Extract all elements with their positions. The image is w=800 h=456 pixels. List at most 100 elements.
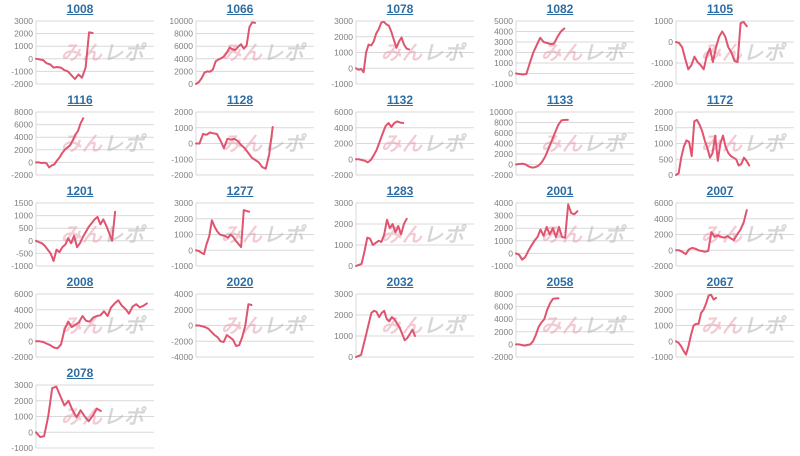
y-tick-label: -1000 bbox=[491, 79, 513, 89]
y-tick-label: -2000 bbox=[11, 352, 33, 362]
series-line bbox=[355, 20, 411, 74]
y-tick-label: 6000 bbox=[334, 107, 353, 117]
y-tick-label: 3000 bbox=[174, 198, 193, 208]
minrepo-watermark: みんレポ bbox=[381, 132, 467, 156]
y-tick-label: 2000 bbox=[174, 305, 193, 315]
y-tick-label: 0 bbox=[508, 160, 513, 170]
y-tick-label: 3000 bbox=[14, 16, 33, 26]
series-line bbox=[195, 303, 253, 347]
chart-cell: 2001 4000 3000 2000 1000 0 -1000 みんレポ bbox=[480, 182, 640, 273]
y-tick-label: 4000 bbox=[494, 314, 513, 324]
series-line bbox=[355, 120, 405, 164]
minrepo-watermark: みんレポ bbox=[61, 405, 147, 429]
chart-link-1066[interactable]: 1066 bbox=[226, 2, 254, 16]
series-line bbox=[35, 385, 102, 438]
series-line bbox=[675, 293, 718, 356]
minrepo-watermark: みんレポ bbox=[221, 223, 307, 247]
y-tick-label: 1000 bbox=[494, 58, 513, 68]
y-tick-label: 0 bbox=[668, 37, 673, 47]
y-tick-label: 6000 bbox=[494, 128, 513, 138]
chart-plot: 4000 3000 2000 1000 0 -1000 みんレポ bbox=[491, 198, 634, 271]
y-tick-label: 2000 bbox=[14, 321, 33, 331]
chart-plot: 6000 4000 2000 0 -2000 みんレポ bbox=[331, 107, 474, 180]
chart-cell: 1008 3000 2000 1000 0 -1000 -2000 みんレポ bbox=[0, 0, 160, 91]
y-tick-label: 500 bbox=[659, 154, 673, 164]
chart-link-1116[interactable]: 1116 bbox=[67, 93, 93, 107]
y-tick-label: 6000 bbox=[14, 120, 33, 130]
y-tick-label: 3000 bbox=[334, 198, 353, 208]
y-tick-label: -1000 bbox=[491, 261, 513, 271]
y-tick-label: 1000 bbox=[654, 16, 673, 26]
series-line bbox=[515, 118, 569, 169]
chart-plot: 6000 4000 2000 0 -2000 みんレポ bbox=[651, 198, 794, 271]
chart-link-2020[interactable]: 2020 bbox=[226, 275, 254, 289]
chart-cell: 2007 6000 4000 2000 0 -2000 みんレポ bbox=[640, 182, 800, 273]
y-tick-label: 2000 bbox=[494, 149, 513, 159]
chart-cell: 1277 3000 2000 1000 0 -1000 みんレポ bbox=[160, 182, 320, 273]
series-line bbox=[675, 21, 748, 71]
chart-link-1132[interactable]: 1132 bbox=[386, 93, 414, 107]
y-tick-label: 6000 bbox=[494, 302, 513, 312]
chart-link-2067[interactable]: 2067 bbox=[706, 275, 734, 289]
y-tick-label: -2000 bbox=[651, 79, 673, 89]
chart-link-1277[interactable]: 1277 bbox=[226, 184, 254, 198]
y-tick-label: -2000 bbox=[11, 170, 33, 180]
chart-link-2008[interactable]: 2008 bbox=[66, 275, 94, 289]
y-tick-label: -2000 bbox=[171, 170, 193, 180]
chart-link-2032[interactable]: 2032 bbox=[386, 275, 414, 289]
chart-link-2001[interactable]: 2001 bbox=[546, 184, 574, 198]
series-line bbox=[35, 210, 117, 262]
series-line bbox=[515, 203, 579, 261]
chart-plot: 8000 6000 4000 2000 0 -2000 みんレポ bbox=[491, 289, 634, 362]
minrepo-watermark: みんレポ bbox=[61, 41, 147, 65]
y-tick-label: 3000 bbox=[334, 289, 353, 299]
chart-cell: 1133 10000 8000 6000 4000 2000 0 -2000 みんレポ bbox=[480, 91, 640, 182]
series-line bbox=[515, 297, 560, 347]
series-line bbox=[195, 209, 251, 256]
chart-link-1105[interactable]: 1105 bbox=[706, 2, 734, 16]
y-tick-label: -1000 bbox=[171, 261, 193, 271]
minrepo-watermark: みんレポ bbox=[701, 223, 787, 247]
chart-cell: 1201 1500 1000 500 0 -500 -1000 みんレポ bbox=[0, 182, 160, 273]
y-tick-label: 1000 bbox=[174, 230, 193, 240]
chart-cell: 1082 5000 4000 3000 2000 1000 0 -1000 みんレポ bbox=[480, 0, 640, 91]
chart-link-1008[interactable]: 1008 bbox=[66, 2, 94, 16]
chart-cell: 1283 3000 2000 1000 0 みんレポ bbox=[320, 182, 480, 273]
chart-link-1082[interactable]: 1082 bbox=[546, 2, 574, 16]
chart-link-1172[interactable]: 1172 bbox=[706, 93, 734, 107]
y-tick-label: 2000 bbox=[174, 107, 193, 117]
chart-plot: 2000 1000 0 -1000 -2000 みんレポ bbox=[171, 107, 314, 180]
y-tick-label: 1500 bbox=[654, 123, 673, 133]
y-tick-label: 0 bbox=[668, 245, 673, 255]
chart-link-1201[interactable]: 1201 bbox=[66, 184, 94, 198]
y-tick-label: -4000 bbox=[171, 352, 193, 362]
chart-cell: 1116 8000 6000 4000 2000 0 -2000 みんレポ bbox=[0, 91, 160, 182]
chart-link-1133[interactable]: 1133 bbox=[546, 93, 574, 107]
chart-link-1128[interactable]: 1128 bbox=[226, 93, 254, 107]
y-tick-label: 2000 bbox=[334, 310, 353, 320]
y-tick-label: -2000 bbox=[171, 336, 193, 346]
chart-plot: 3000 2000 1000 0 -1000 みんレポ bbox=[171, 198, 314, 271]
minrepo-watermark: みんレポ bbox=[221, 41, 307, 65]
chart-cell: 1105 1000 0 -1000 -2000 みんレポ bbox=[640, 0, 800, 91]
chart-plot: 3000 2000 1000 0 -1000 -2000 みんレポ bbox=[11, 16, 154, 89]
chart-cell: 2058 8000 6000 4000 2000 0 -2000 みんレポ bbox=[480, 273, 640, 364]
series-line bbox=[35, 31, 94, 80]
chart-link-1078[interactable]: 1078 bbox=[386, 2, 414, 16]
chart-link-1283[interactable]: 1283 bbox=[386, 184, 414, 198]
minrepo-watermark: みんレポ bbox=[701, 314, 787, 338]
y-tick-label: 5000 bbox=[494, 16, 513, 26]
chart-link-2078[interactable]: 2078 bbox=[66, 366, 94, 380]
y-tick-label: 0 bbox=[28, 427, 33, 437]
chart-link-2007[interactable]: 2007 bbox=[706, 184, 734, 198]
y-tick-label: 2000 bbox=[494, 48, 513, 58]
minrepo-watermark: みんレポ bbox=[61, 314, 147, 338]
y-tick-label: 0 bbox=[188, 321, 193, 331]
chart-link-2058[interactable]: 2058 bbox=[546, 275, 574, 289]
y-tick-label: 3000 bbox=[14, 380, 33, 390]
y-tick-label: 2000 bbox=[14, 29, 33, 39]
